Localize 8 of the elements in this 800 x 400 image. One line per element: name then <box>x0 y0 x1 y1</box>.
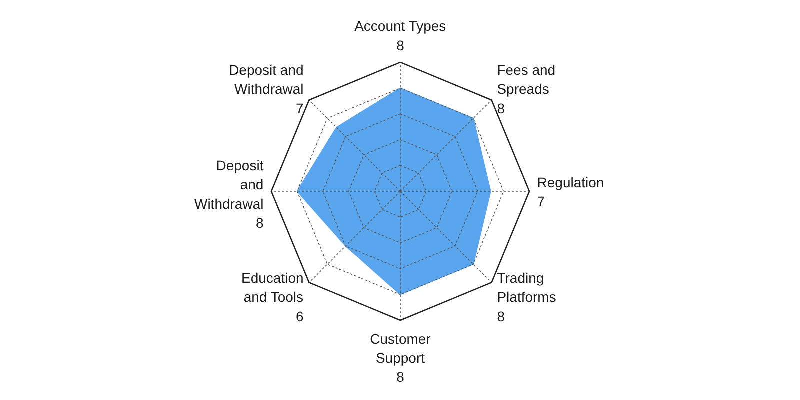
spoke-label: Account Types 8 <box>354 18 446 54</box>
spoke-label: Trading Platforms 8 <box>497 270 556 324</box>
spoke-label: Deposit and Withdrawal 8 <box>194 157 264 232</box>
spoke-label: Education and Tools 6 <box>242 270 304 324</box>
spoke-label: Customer Support 8 <box>370 330 432 386</box>
spoke-label: Regulation 7 <box>537 174 604 210</box>
spoke-label: Fees and Spreads 8 <box>497 62 556 116</box>
spoke-label: Deposit and Withdrawal 7 <box>229 62 304 116</box>
